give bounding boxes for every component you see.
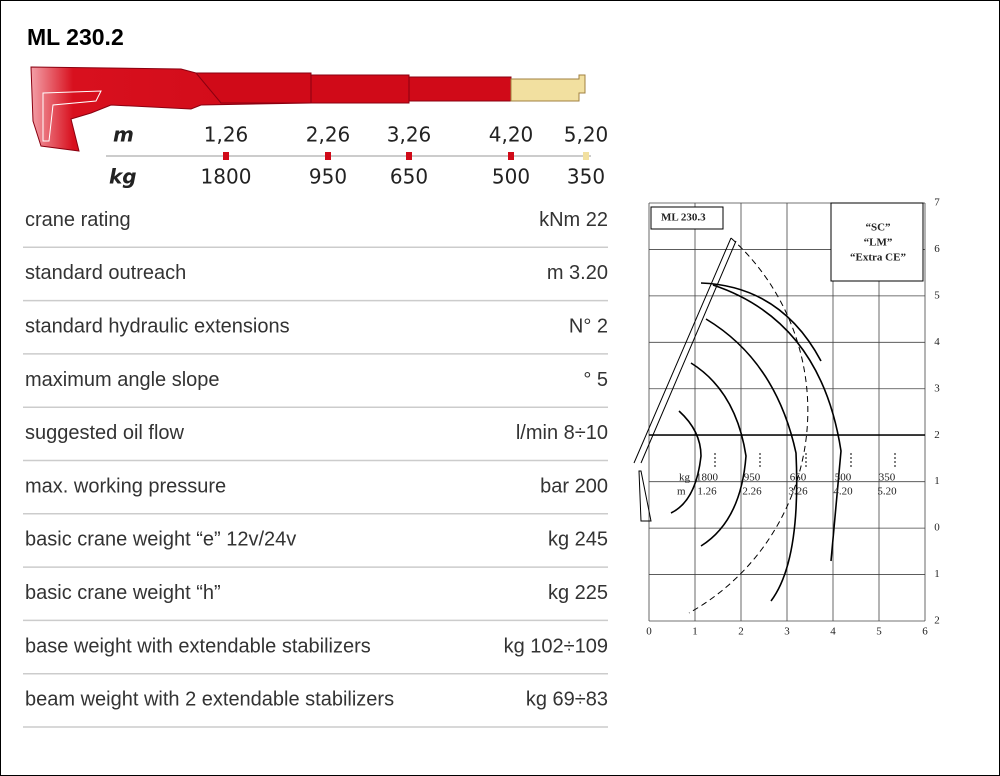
- y-axis-label: 1: [934, 475, 940, 487]
- load: 950: [309, 165, 347, 189]
- x-axis-label: 5: [876, 626, 882, 638]
- ruler-marker: [508, 152, 514, 160]
- x-axis-label: 3: [784, 626, 790, 638]
- y-axis-label: 0: [934, 522, 940, 534]
- ruler-marker: [223, 152, 229, 160]
- spec-label: basic crane weight “e” 12v/24v: [25, 529, 296, 551]
- distance-label: m: [677, 486, 686, 498]
- y-axis-label: 2: [934, 429, 940, 441]
- spec-label: maximum angle slope: [25, 369, 220, 391]
- spec-value: kNm 22: [539, 209, 608, 231]
- spec-value: bar 200: [540, 475, 608, 497]
- spec-label: base weight with extendable stabilizers: [25, 635, 371, 657]
- spec-label: standard outreach: [25, 262, 186, 284]
- spec-value: kg 225: [548, 582, 608, 604]
- y-axis-label: 2: [934, 615, 940, 627]
- title: ML 230.2: [27, 24, 124, 50]
- ruler-marker: [583, 152, 589, 160]
- y-axis-label: 1: [934, 568, 940, 580]
- chart-load: 650: [790, 472, 807, 484]
- spec-label: max. working pressure: [25, 475, 226, 497]
- x-axis-label: 4: [830, 626, 836, 638]
- spec-value: kg 69÷83: [526, 689, 608, 711]
- chart-load: 1800: [696, 472, 719, 484]
- spec-label: basic crane weight “h”: [25, 582, 221, 604]
- load: 500: [492, 165, 530, 189]
- distance: 1,26: [204, 123, 249, 147]
- spec-value: kg 102÷109: [504, 635, 608, 657]
- y-axis-label: 4: [934, 336, 940, 348]
- x-axis-label: 2: [738, 626, 744, 638]
- spec-value: N° 2: [569, 316, 608, 338]
- spec-table: crane rating kNm 22 standard outreach m 3.2…: [23, 209, 608, 728]
- chart-load: 950: [744, 472, 761, 484]
- chart-load: 500: [835, 472, 852, 484]
- spec-value: kg 245: [548, 529, 608, 551]
- spec-value: m 3.20: [547, 262, 608, 284]
- spec-label: crane rating: [25, 209, 131, 231]
- chart-distance: 2.26: [742, 486, 762, 498]
- load: 1800: [201, 165, 252, 189]
- ruler: 1,26 1800 2,26 950 3,26 650 4,20 500 5,20 350: [201, 123, 609, 189]
- chart-title: ML 230.3: [661, 212, 706, 224]
- ruler-marker: [325, 152, 331, 160]
- model: “LM”: [864, 237, 893, 249]
- spec-label: suggested oil flow: [25, 422, 185, 444]
- y-axis-label: 3: [934, 382, 940, 394]
- curves: [633, 237, 842, 614]
- spec-value: l/min 8÷10: [516, 422, 608, 444]
- chart-load: 350: [879, 472, 896, 484]
- y-axis-label: 7: [934, 197, 940, 209]
- spec-label: standard hydraulic extensions: [25, 316, 290, 338]
- x-axis-label: 0: [646, 626, 652, 638]
- load-chart: ML 230.3 kg m 0 1 2 3 4 5 6 7 6 5 4 3 2 1 0 1 2 “SC” “LM” “…: [633, 197, 940, 638]
- spec-value: ° 5: [583, 369, 608, 391]
- boom-drawing: [30, 66, 586, 152]
- kg-label: kg: [109, 165, 137, 189]
- model: “SC”: [865, 222, 890, 234]
- ruler-marker: [406, 152, 412, 160]
- distance: 2,26: [306, 123, 351, 147]
- chart-distance: 1.26: [697, 486, 717, 498]
- distance: 3,26: [387, 123, 432, 147]
- y-axis-label: 6: [934, 243, 940, 255]
- chart-distance: 5.20: [877, 486, 897, 498]
- chart-distance: 3.26: [788, 486, 808, 498]
- m-label: m: [113, 123, 134, 147]
- distance: 4,20: [489, 123, 534, 147]
- load: 350: [567, 165, 605, 189]
- x-axis-label: 1: [692, 626, 698, 638]
- x-axis-label: 6: [922, 626, 928, 638]
- spec-label: beam weight with 2 extendable stabilizer…: [25, 689, 394, 711]
- chart-distance: 4.20: [833, 486, 853, 498]
- load-label: kg: [679, 472, 691, 484]
- y-axis-label: 5: [934, 289, 940, 301]
- load: 650: [390, 165, 428, 189]
- model: “Extra CE”: [850, 252, 906, 264]
- distance: 5,20: [564, 123, 609, 147]
